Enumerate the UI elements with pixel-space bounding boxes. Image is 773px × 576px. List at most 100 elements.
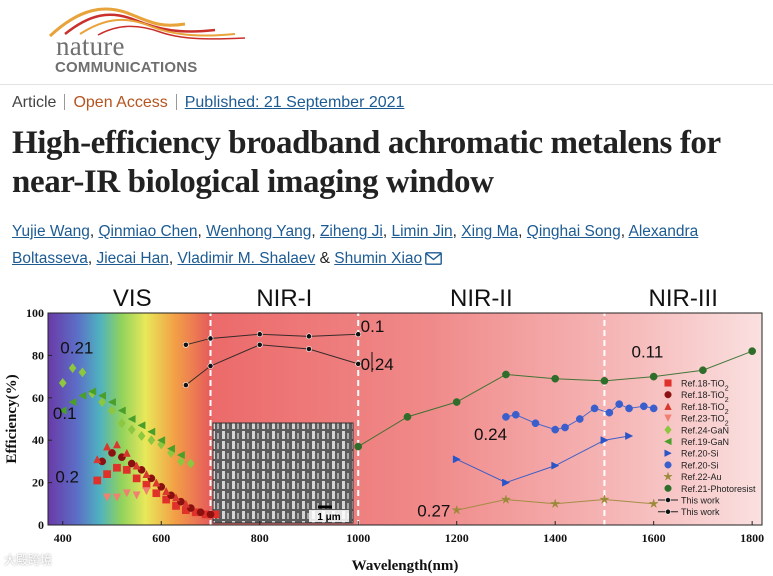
data-point xyxy=(137,430,146,441)
x-tick-label: 1800 xyxy=(740,531,764,545)
efficiency-chart: VIS NIR-I NIR-II NIR-III 1 μm 400 600 800 1000… xyxy=(4,285,764,574)
data-point xyxy=(590,404,599,413)
data-point xyxy=(207,363,214,369)
legend-marker xyxy=(664,402,672,410)
y-tick-label: 80 xyxy=(32,348,44,362)
journal-logo[interactable]: nature COMMUNICATIONS xyxy=(10,2,250,82)
data-point xyxy=(166,444,175,453)
author-link[interactable]: Jiecai Han xyxy=(96,250,169,267)
data-point xyxy=(132,474,141,483)
data-point xyxy=(186,458,195,469)
data-point xyxy=(132,461,141,470)
article-type: Article xyxy=(12,94,57,111)
data-point xyxy=(177,456,185,467)
data-point xyxy=(500,494,512,505)
data-point xyxy=(78,367,87,378)
article-meta: Article Open Access Published: 21 Septembe… xyxy=(12,94,404,112)
data-point xyxy=(649,404,658,413)
meta-separator xyxy=(175,94,177,110)
data-point xyxy=(117,406,126,415)
y-tick-label: 0 xyxy=(38,518,44,532)
x-tick-label: 600 xyxy=(152,531,170,545)
data-point xyxy=(98,391,107,400)
legend-marker xyxy=(664,414,672,422)
data-point xyxy=(256,341,263,348)
published-date-link[interactable]: Published: 21 September 2021 xyxy=(184,94,405,111)
data-point xyxy=(112,440,121,449)
data-point xyxy=(147,435,156,446)
data-point xyxy=(93,476,102,485)
legend-marker xyxy=(664,484,672,492)
logo-swoosh-icon xyxy=(48,7,246,40)
data-point xyxy=(108,449,116,457)
data-point xyxy=(172,502,180,510)
efficiency-annotation: 0.27 xyxy=(417,502,450,521)
legend-marker xyxy=(663,471,673,481)
data-point xyxy=(600,376,609,385)
data-point xyxy=(122,448,131,457)
legend-marker xyxy=(664,437,672,446)
data-point xyxy=(551,461,560,470)
data-point xyxy=(93,455,102,464)
efficiency-annotation: 0.1 xyxy=(53,404,77,423)
author-link[interactable]: Qinmiao Chen xyxy=(98,223,198,240)
efficiency-annotation: 0.2 xyxy=(55,468,79,487)
data-point xyxy=(137,421,146,430)
data-point xyxy=(502,413,510,421)
data-point xyxy=(531,419,540,428)
email-icon[interactable] xyxy=(425,252,443,265)
data-point xyxy=(162,495,171,504)
data-point xyxy=(649,372,658,381)
data-point xyxy=(78,391,87,400)
data-point xyxy=(108,405,116,416)
data-point xyxy=(98,397,107,408)
logo-word-nature: nature xyxy=(56,31,125,61)
author-link[interactable]: Xing Ma xyxy=(461,223,519,240)
data-point xyxy=(117,418,126,429)
series-markers xyxy=(58,331,757,519)
data-point xyxy=(196,508,205,517)
data-point xyxy=(142,487,151,496)
author-link[interactable]: Alexandra Boltasseva xyxy=(12,223,699,267)
author-link[interactable]: Wenhong Yang xyxy=(206,223,312,240)
data-point xyxy=(58,377,67,388)
region-label: NIR-I xyxy=(256,285,312,312)
legend-marker xyxy=(664,449,672,457)
author-link[interactable]: Limin Jin xyxy=(391,223,453,240)
data-point xyxy=(147,427,156,436)
x-tick-label: 1400 xyxy=(543,531,567,545)
data-point xyxy=(68,363,77,374)
data-point xyxy=(502,370,510,379)
data-point xyxy=(648,498,659,509)
data-point xyxy=(561,423,569,432)
data-point xyxy=(403,413,412,421)
legend-label: Ref.20-Si xyxy=(681,449,719,459)
data-point xyxy=(256,331,263,338)
author-link[interactable]: Yujie Wang xyxy=(12,223,90,240)
open-access-label: Open Access xyxy=(73,94,168,111)
efficiency-annotation: 0.11 xyxy=(632,343,664,362)
legend-marker xyxy=(664,461,672,469)
x-tick-label: 1600 xyxy=(642,531,666,545)
y-tick-label: 100 xyxy=(26,306,44,320)
data-point xyxy=(206,510,215,519)
data-point xyxy=(127,459,136,468)
chart-legend: Ref.18-TiO2Ref.18-TiO2Ref.18-TiO2Ref.23-… xyxy=(658,379,756,517)
data-point xyxy=(122,466,131,474)
legend-marker xyxy=(664,379,672,387)
author-link[interactable]: Qinghai Song xyxy=(526,223,621,240)
legend-label: This work xyxy=(681,507,720,517)
data-point xyxy=(502,478,511,487)
scale-label: 1 μm xyxy=(317,512,340,523)
header-divider xyxy=(0,84,773,85)
y-axis-label: Efficiency(%) xyxy=(4,374,20,463)
data-point xyxy=(625,431,634,440)
data-point xyxy=(551,425,560,434)
author-link[interactable]: Ziheng Ji xyxy=(319,223,383,240)
author-link[interactable]: Vladimir M. Shalaev xyxy=(177,250,316,267)
meta-separator xyxy=(64,94,66,110)
region-label: NIR-II xyxy=(450,285,513,312)
data-point xyxy=(172,493,181,502)
author-link-corresponding[interactable]: Shumin Xiao xyxy=(334,250,423,267)
